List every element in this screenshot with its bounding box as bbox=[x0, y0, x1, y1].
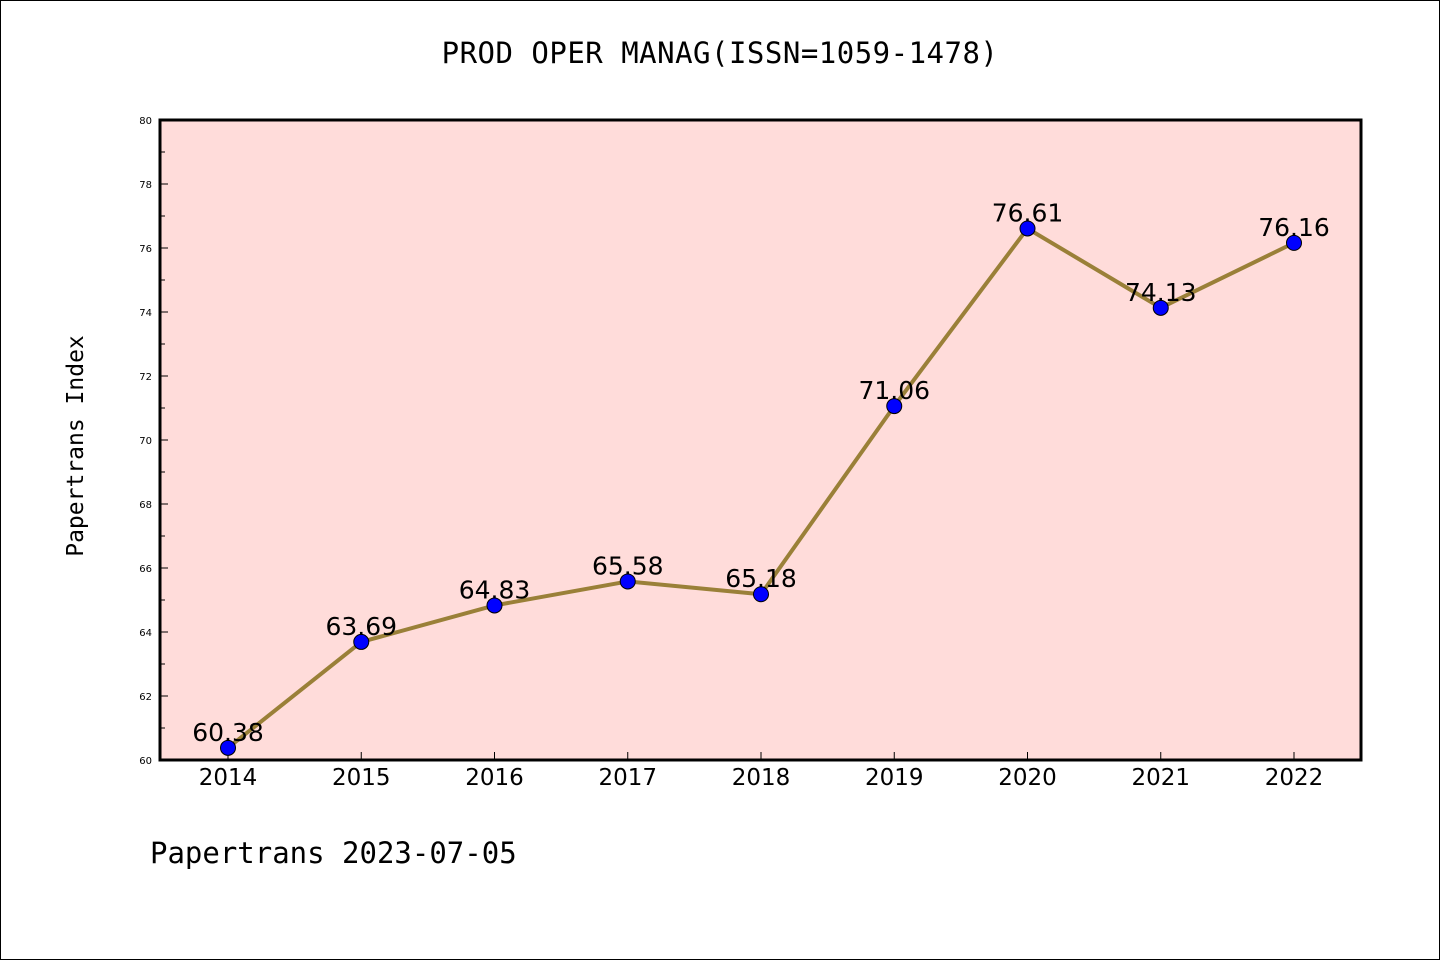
x-tick-label: 2014 bbox=[199, 765, 258, 791]
x-tick-label: 2020 bbox=[998, 765, 1057, 791]
y-tick-label: 74 bbox=[139, 308, 152, 319]
y-tick-label: 66 bbox=[139, 564, 152, 575]
y-tick-label: 72 bbox=[139, 372, 152, 383]
plot-border bbox=[158, 118, 1363, 762]
y-tick-label: 80 bbox=[139, 116, 152, 127]
y-tick-label: 68 bbox=[139, 500, 152, 511]
footer-caption: Papertrans 2023-07-05 bbox=[150, 836, 517, 870]
data-label: 76.16 bbox=[1258, 213, 1330, 242]
data-point bbox=[220, 739, 236, 756]
data-point bbox=[353, 633, 370, 650]
y-tick-label: 64 bbox=[139, 628, 152, 639]
data-labels: 60.38 63.69 64.83 65.58 65.18 71.06 76.61 74.13… bbox=[192, 198, 1330, 746]
data-label: 60.38 bbox=[192, 718, 264, 747]
x-tick-label: 2016 bbox=[465, 765, 524, 791]
chart-title: PROD OPER MANAG(ISSN=1059-1478) bbox=[441, 36, 999, 70]
plot-area bbox=[160, 120, 1361, 760]
x-tick-label: 2017 bbox=[598, 765, 657, 791]
y-tick-label: 76 bbox=[139, 244, 152, 255]
x-tick-label: 2015 bbox=[332, 765, 391, 791]
data-label: 65.58 bbox=[592, 551, 664, 580]
data-point bbox=[1152, 299, 1169, 316]
data-label: 63.69 bbox=[325, 612, 397, 641]
x-axis-ticks: 2014 2015 2016 2017 2018 2019 2020 2021 2022 bbox=[199, 752, 1324, 791]
data-label: 74.13 bbox=[1125, 278, 1197, 307]
y-tick-label: 60 bbox=[139, 756, 152, 767]
y-tick-label: 70 bbox=[139, 436, 152, 447]
data-point bbox=[486, 597, 503, 614]
x-tick-label: 2019 bbox=[865, 765, 924, 791]
data-point bbox=[619, 573, 636, 590]
data-point bbox=[1019, 220, 1036, 237]
data-label: 76.61 bbox=[992, 198, 1064, 227]
x-tick-label: 2021 bbox=[1131, 765, 1190, 791]
data-label: 71.06 bbox=[858, 376, 930, 405]
y-tick-label: 62 bbox=[139, 692, 152, 703]
data-point bbox=[1286, 234, 1302, 251]
x-tick-label: 2022 bbox=[1265, 765, 1324, 791]
data-label: 64.83 bbox=[459, 575, 531, 604]
y-tick-label: 78 bbox=[139, 180, 152, 191]
data-point bbox=[886, 398, 903, 415]
data-point bbox=[753, 586, 769, 603]
data-label: 65.18 bbox=[725, 564, 797, 593]
x-tick-label: 2018 bbox=[732, 765, 791, 791]
data-markers bbox=[220, 220, 1302, 756]
